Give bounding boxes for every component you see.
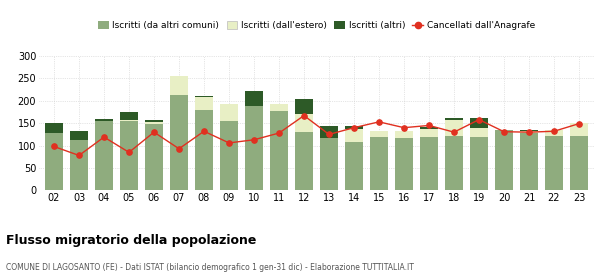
Bar [520,131,538,133]
Text: Flusso migratorio della popolazione: Flusso migratorio della popolazione [6,234,256,247]
Bar [470,118,488,128]
Bar [470,128,488,137]
Bar [120,121,138,190]
Bar [120,112,138,120]
Bar [370,137,388,190]
Bar [245,91,263,106]
Bar [345,129,363,142]
Bar [195,96,213,97]
Bar [145,124,163,190]
Bar [495,130,513,190]
Bar [220,121,238,190]
Bar [345,126,363,129]
Bar [270,111,288,190]
Bar [270,104,288,111]
Bar [445,136,463,190]
Legend: Iscritti (da altri comuni), Iscritti (dall'estero), Iscritti (altri), Cancellati: Iscritti (da altri comuni), Iscritti (da… [94,18,539,34]
Bar [170,95,188,190]
Text: COMUNE DI LAGOSANTO (FE) - Dati ISTAT (bilancio demografico 1 gen-31 dic) - Elab: COMUNE DI LAGOSANTO (FE) - Dati ISTAT (b… [6,263,414,272]
Bar [245,106,263,190]
Bar [95,121,113,190]
Bar [545,130,563,136]
Bar [545,136,563,190]
Bar [45,133,63,190]
Bar [295,114,313,132]
Bar [145,120,163,122]
Bar [570,136,588,190]
Bar [445,118,463,120]
Bar [395,137,413,190]
Bar [45,123,63,133]
Bar [295,99,313,114]
Bar [370,131,388,137]
Bar [195,97,213,110]
Bar [570,123,588,136]
Bar [345,142,363,190]
Bar [70,131,88,140]
Bar [70,140,88,190]
Bar [520,130,538,131]
Bar [395,131,413,137]
Bar [145,122,163,124]
Bar [320,138,338,190]
Bar [420,127,438,129]
Bar [220,104,238,121]
Bar [195,110,213,190]
Bar [120,120,138,121]
Bar [320,126,338,138]
Bar [295,132,313,190]
Bar [470,137,488,190]
Bar [170,76,188,95]
Bar [420,129,438,137]
Bar [520,133,538,190]
Bar [420,137,438,190]
Bar [95,119,113,121]
Bar [445,120,463,136]
